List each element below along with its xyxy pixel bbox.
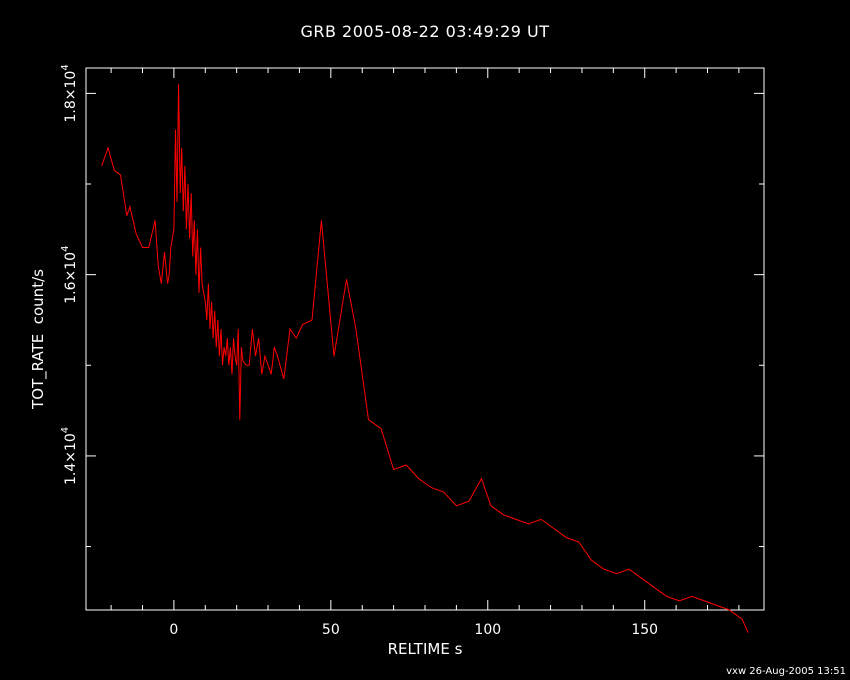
chart-title: GRB 2005-08-22 03:49:29 UT xyxy=(300,22,550,41)
y-tick-label: 1.4×104 xyxy=(60,427,79,485)
x-axis-label: RELTIME s xyxy=(387,640,463,658)
x-tick-label: 100 xyxy=(474,622,501,638)
footer-stamp: vxw 26-Aug-2005 13:51 xyxy=(726,666,846,677)
plot-frame xyxy=(85,67,765,611)
x-tick-label: 50 xyxy=(322,622,340,638)
series-line-tot-rate xyxy=(101,84,749,633)
tick-labels: 0 50 100 150 1.4×104 1.6×104 1.8×104 xyxy=(60,64,658,638)
y-axis-label: TOT_RATE count/s xyxy=(29,269,47,409)
y-tick-label: 1.6×104 xyxy=(60,246,79,304)
x-tick-label: 0 xyxy=(169,622,178,638)
x-tick-label: 150 xyxy=(631,622,658,638)
y-tick-label: 1.8×104 xyxy=(60,64,79,122)
ticks xyxy=(86,68,764,610)
